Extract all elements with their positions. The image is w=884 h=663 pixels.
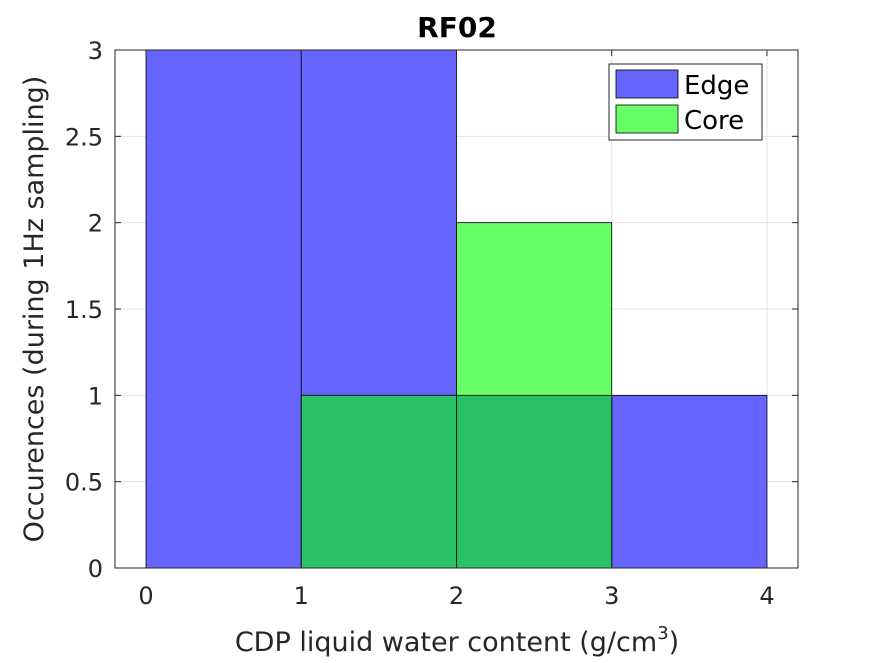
x-tick-label-0: 0 <box>138 582 153 610</box>
legend-label-edge: Edge <box>684 71 749 101</box>
bar-edge-0 <box>145 49 302 569</box>
y-axis-label: Occurences (during 1Hz sampling) <box>19 76 50 543</box>
y-tick-label-6: 3 <box>88 37 103 65</box>
y-tick-label-2: 1 <box>88 382 103 410</box>
y-tick-label-4: 2 <box>88 210 103 238</box>
x-axis-label-main: CDP liquid water content (g/cm <box>235 627 657 658</box>
bar-overlap-1 <box>300 394 457 569</box>
bar-overlap-2 <box>456 394 613 569</box>
x-tick-label-2: 2 <box>449 582 464 610</box>
chart-title: RF02 <box>417 11 497 44</box>
legend-swatch-edge <box>615 69 679 99</box>
bars <box>145 49 768 569</box>
y-tick-label-5: 2.5 <box>65 123 103 151</box>
y-tick-label-1: 0.5 <box>65 469 103 497</box>
legend-label-core: Core <box>684 106 744 136</box>
legend-swatch-core <box>615 104 679 134</box>
x-axis-label-superscript: 3 <box>657 623 668 644</box>
x-tick-label-3: 3 <box>604 582 619 610</box>
y-tick-label-3: 1.5 <box>65 296 103 324</box>
x-axis-label-suffix: ) <box>669 627 680 658</box>
bar-edge-3 <box>611 394 768 569</box>
x-tick-label-1: 1 <box>294 582 309 610</box>
x-tick-label-4: 4 <box>759 582 774 610</box>
legend: Edge Core <box>608 63 763 141</box>
x-axis-label: CDP liquid water content (g/cm3) <box>235 623 679 658</box>
y-tick-label-0: 0 <box>88 555 103 583</box>
ticks: 0 1 2 3 4 0 0.5 1 1.5 2 2.5 3 <box>65 37 798 610</box>
